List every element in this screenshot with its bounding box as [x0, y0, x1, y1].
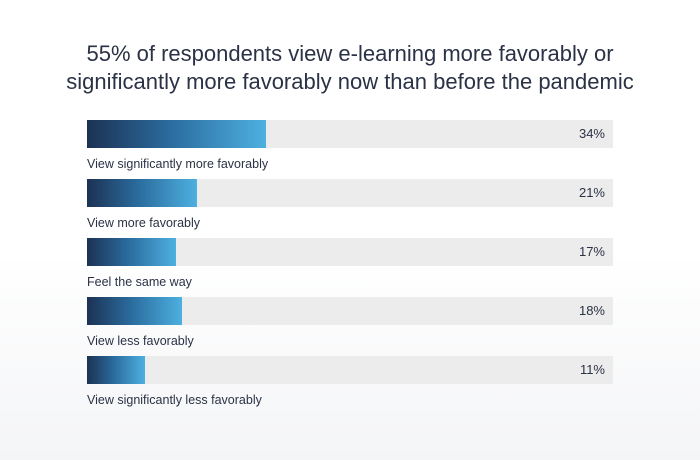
category-label: View significantly more favorably: [87, 157, 269, 171]
bar-row: 18% View less favorably: [87, 297, 613, 356]
bar-value-label: 18%: [578, 303, 605, 318]
bar-track: 18%: [87, 297, 613, 325]
bar-row: 34% View significantly more favorably: [87, 120, 613, 179]
bar: [87, 120, 266, 148]
bar-value-label: 11%: [579, 362, 605, 377]
bar: [87, 238, 177, 266]
category-label: Feel the same way: [87, 275, 192, 289]
bar-value-label: 34%: [578, 126, 605, 141]
bar-chart: 34% View significantly more favorably 21% V…: [87, 120, 613, 415]
bar-track: 17%: [87, 238, 613, 266]
category-label: View less favorably: [87, 334, 194, 348]
chart-title-line-2: significantly more favorably now than be…: [66, 69, 634, 94]
bar-track: 34%: [87, 120, 613, 148]
bar: [87, 356, 145, 384]
bar-row: 11% View significantly less favorably: [87, 356, 613, 415]
chart-title: 55% of respondents view e-learning more …: [20, 40, 680, 96]
bar: [87, 179, 198, 207]
bar: [87, 297, 182, 325]
chart-title-line-1: 55% of respondents view e-learning more …: [86, 41, 614, 66]
bar-track: 21%: [87, 179, 613, 207]
bar-value-label: 21%: [578, 185, 605, 200]
bar-row: 17% Feel the same way: [87, 238, 613, 297]
bar-row: 21% View more favorably: [87, 179, 613, 238]
bar-value-label: 17%: [578, 244, 605, 259]
category-label: View more favorably: [87, 216, 201, 230]
bar-track: 11%: [87, 356, 613, 384]
category-label: View significantly less favorably: [87, 393, 262, 407]
